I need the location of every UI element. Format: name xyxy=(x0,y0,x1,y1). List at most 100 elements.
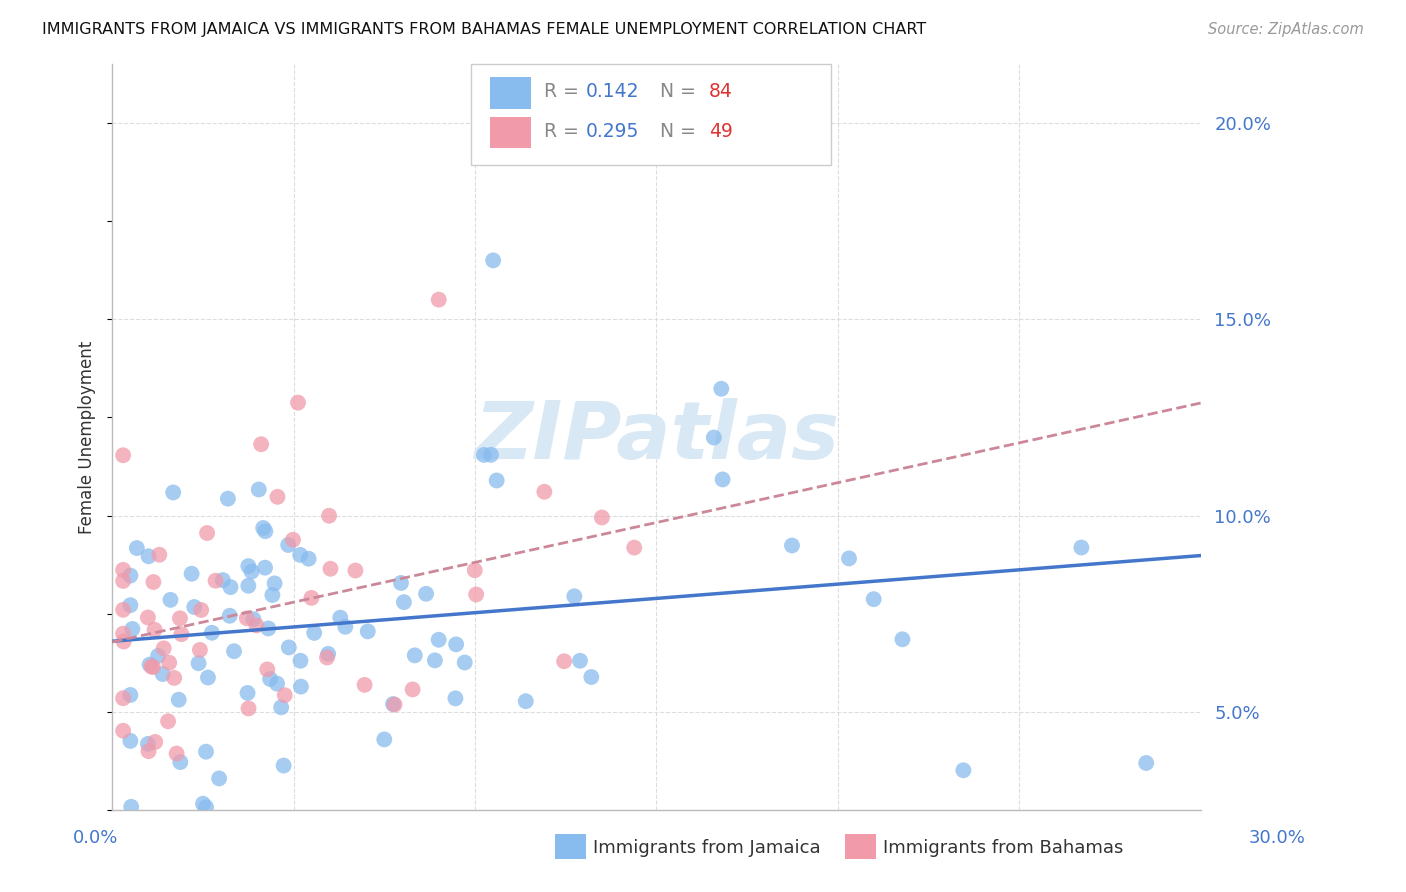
Point xyxy=(148,648,170,663)
Point xyxy=(353,678,375,692)
Point xyxy=(218,608,240,623)
Point xyxy=(392,595,415,609)
Point xyxy=(236,611,259,625)
Point xyxy=(344,564,367,578)
Point xyxy=(190,603,212,617)
Point xyxy=(479,448,502,462)
Point xyxy=(245,618,267,632)
Point xyxy=(242,612,264,626)
Point xyxy=(569,654,592,668)
Point xyxy=(290,654,312,668)
Text: 0.0%: 0.0% xyxy=(73,829,118,847)
Point xyxy=(329,610,352,624)
Point xyxy=(204,574,226,588)
Point xyxy=(120,688,142,702)
Point xyxy=(472,448,495,462)
Point xyxy=(120,734,142,748)
Point xyxy=(273,758,295,772)
Point xyxy=(316,647,339,661)
Point xyxy=(553,654,575,668)
Point xyxy=(444,637,467,651)
Text: R =: R = xyxy=(544,82,585,101)
Point xyxy=(148,548,170,562)
Point xyxy=(238,701,260,715)
Point xyxy=(581,670,603,684)
Point xyxy=(169,611,191,625)
Text: IMMIGRANTS FROM JAMAICA VS IMMIGRANTS FROM BAHAMAS FEMALE UNEMPLOYMENT CORRELATI: IMMIGRANTS FROM JAMAICA VS IMMIGRANTS FR… xyxy=(42,22,927,37)
Point xyxy=(238,579,260,593)
Text: N =: N = xyxy=(659,82,696,101)
Text: N =: N = xyxy=(659,121,696,141)
Point xyxy=(316,650,339,665)
Point xyxy=(357,624,380,639)
Point xyxy=(112,691,135,706)
Point xyxy=(780,539,803,553)
Point xyxy=(254,560,277,574)
Point xyxy=(710,382,733,396)
Point xyxy=(287,395,309,409)
Point xyxy=(112,626,135,640)
Point xyxy=(274,688,297,702)
Point xyxy=(219,580,242,594)
Point xyxy=(515,694,537,708)
Point xyxy=(427,632,450,647)
Point xyxy=(277,538,299,552)
Point xyxy=(302,626,325,640)
Text: ZIPatlas: ZIPatlas xyxy=(474,398,839,476)
Point xyxy=(297,551,319,566)
Point xyxy=(138,549,160,564)
Text: Source: ZipAtlas.com: Source: ZipAtlas.com xyxy=(1208,22,1364,37)
FancyBboxPatch shape xyxy=(845,834,876,859)
Point xyxy=(120,598,142,612)
Point xyxy=(427,293,450,307)
Point xyxy=(318,508,340,523)
Point xyxy=(862,592,884,607)
Point xyxy=(201,625,224,640)
Point xyxy=(533,484,555,499)
Text: 0.295: 0.295 xyxy=(586,121,640,141)
Text: Immigrants from Bahamas: Immigrants from Bahamas xyxy=(883,839,1123,857)
Point xyxy=(1070,541,1092,555)
Point xyxy=(270,700,292,714)
Text: 84: 84 xyxy=(709,82,733,101)
Point xyxy=(121,622,143,636)
Point xyxy=(591,510,613,524)
Point xyxy=(112,563,135,577)
Point xyxy=(217,491,239,506)
Point xyxy=(263,576,285,591)
Point xyxy=(891,632,914,647)
Point xyxy=(159,592,181,607)
Point xyxy=(136,610,159,624)
Point xyxy=(711,472,734,486)
Point xyxy=(623,541,645,555)
FancyBboxPatch shape xyxy=(489,78,531,109)
Point xyxy=(197,671,219,685)
Point xyxy=(252,521,274,535)
Point xyxy=(157,656,180,670)
Point xyxy=(141,659,163,673)
FancyBboxPatch shape xyxy=(471,64,831,165)
Text: 0.142: 0.142 xyxy=(586,82,640,101)
Point xyxy=(952,764,974,778)
Point xyxy=(112,448,135,462)
Point xyxy=(195,800,218,814)
Point xyxy=(256,662,278,676)
Point xyxy=(250,437,273,451)
Point xyxy=(454,656,477,670)
Point xyxy=(444,691,467,706)
Point xyxy=(301,591,323,605)
Point xyxy=(401,682,423,697)
Point xyxy=(142,660,165,674)
Point xyxy=(167,692,190,706)
Point xyxy=(120,568,142,582)
Point xyxy=(266,676,288,690)
Point xyxy=(389,576,412,591)
Point xyxy=(157,714,180,729)
Point xyxy=(112,634,135,648)
Point xyxy=(266,490,288,504)
Point xyxy=(262,588,284,602)
Point xyxy=(1135,756,1157,770)
Point xyxy=(187,657,209,671)
Point xyxy=(112,723,135,738)
Text: 30.0%: 30.0% xyxy=(1249,829,1305,847)
